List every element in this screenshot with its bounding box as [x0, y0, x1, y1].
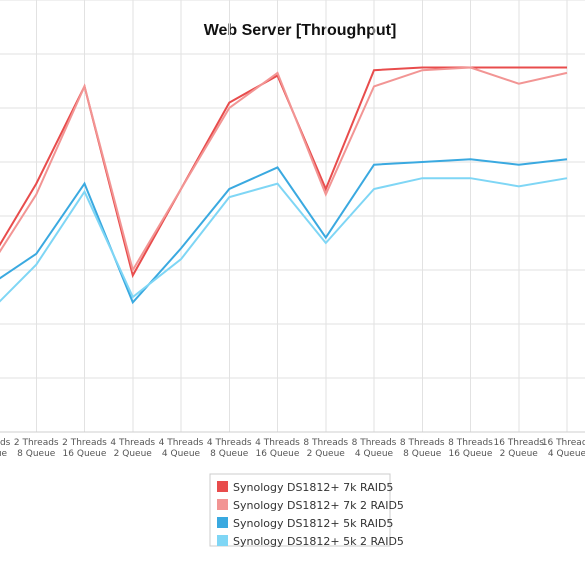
chart-title: Web Server [Throughput] — [204, 22, 397, 39]
x-tick-label: 4 Threads 2 Queue — [110, 438, 155, 459]
x-tick-label: 2 Threads 8 Queue — [14, 438, 59, 459]
legend-label[interactable]: Synology DS1812+ 7k RAID5 — [233, 481, 393, 494]
grid — [0, 0, 585, 433]
x-tick-label: 8 Threads 4 Queue — [352, 438, 397, 459]
series-line-1 — [0, 66, 567, 279]
x-tick-label: 8 Threads 16 Queue — [448, 438, 493, 459]
legend-box — [209, 473, 391, 547]
x-tick-label: 2 Threads 16 Queue — [62, 438, 107, 459]
x-tick-label: 4 Threads 4 Queue — [159, 438, 204, 459]
series-line-2 — [0, 66, 568, 273]
series-line-3 — [0, 158, 568, 305]
legend-label[interactable]: Synology DS1812+ 5k 2 RAID5 — [233, 535, 404, 548]
legend-swatch — [217, 517, 228, 528]
legend-label[interactable]: Synology DS1812+ 5k RAID5 — [233, 517, 393, 530]
series-line-4 — [0, 177, 568, 303]
series-layer — [0, 66, 568, 305]
x-tick-label: 8 Threads 8 Queue — [400, 438, 445, 459]
x-tick-label: 16 Threads 2 Queue — [494, 438, 545, 459]
legend-swatch — [217, 499, 228, 510]
x-tick-label: 4 Threads 8 Queue — [207, 438, 252, 459]
legend[interactable]: Synology DS1812+ 7k RAID5 Synology DS1812… — [209, 473, 404, 548]
legend-swatch — [217, 481, 228, 492]
x-tick-label: 8 Threads 2 Queue — [303, 438, 348, 459]
legend-swatch — [217, 535, 228, 546]
legend-label[interactable]: Synology DS1812+ 7k 2 RAID5 — [233, 499, 404, 512]
x-tick-label: 4 Threads 16 Queue — [255, 438, 300, 459]
